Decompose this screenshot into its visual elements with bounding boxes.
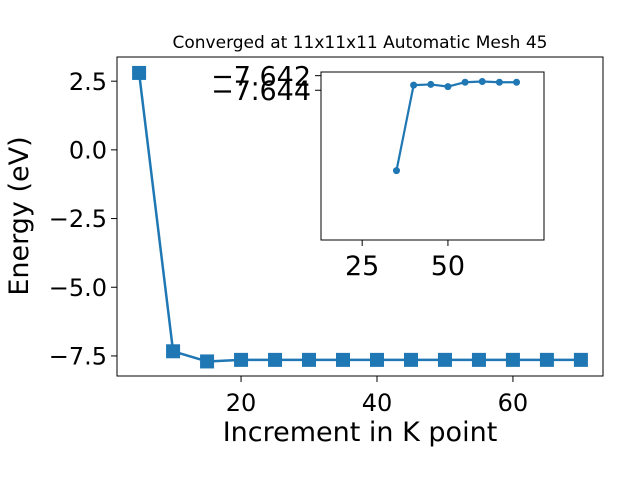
inset-data-point [495,78,503,86]
main-y-tick-label: −5.0 [49,274,107,302]
inset-x-tick-label: 50 [431,251,465,282]
main-series [132,65,588,369]
main-data-point [132,65,147,80]
inset-data-point [410,81,418,89]
chart-title: Converged at 11x11x11 Automatic Mesh 45 [173,33,548,53]
main-x-tick-label: 60 [498,389,529,417]
main-chart: Converged at 11x11x11 Automatic Mesh 45 … [4,33,604,448]
main-x-tick-label: 40 [362,389,393,417]
main-data-point [166,344,181,359]
main-data-point [200,354,215,369]
inset-data-point [461,78,469,86]
main-ticks: 20 40 60 2.5 0.0 −2.5 −5.0 −7.5 [49,68,528,417]
main-data-point [268,352,283,367]
inset-data-point [427,80,435,88]
inset-background [321,72,544,240]
inset-data-point [444,83,452,91]
main-data-point [234,352,249,367]
main-y-tick-label: −2.5 [49,205,107,233]
inset-data-point [478,77,486,85]
main-data-point [437,352,452,367]
inset-plot-frame [320,71,545,241]
inset-data-point [513,78,521,86]
inset-data-point [392,167,400,175]
main-data-point [539,352,554,367]
main-data-point [573,352,588,367]
main-data-point [369,352,384,367]
main-data-point [302,352,317,367]
inset-chart: 25 50 −7.644−7.642 [211,61,545,282]
inset-y-tick-label: −7.642 [211,61,311,92]
inset-y-tick-label: −7.644 [211,76,311,107]
x-axis-label: Increment in K point [223,417,498,448]
main-data-point [403,352,418,367]
main-x-tick-label: 20 [226,389,257,417]
inset-series [392,77,521,175]
main-data-point [336,352,351,367]
main-data-point [505,352,520,367]
y-axis-label: Energy (eV) [4,136,35,295]
main-y-tick-label: 0.0 [69,137,107,165]
main-data-point [471,352,486,367]
inset-ticks: 25 50 −7.644−7.642 [211,61,465,282]
main-plot-frame [116,56,604,377]
inset-x-tick-label: 25 [345,251,379,282]
main-y-tick-label: 2.5 [69,68,107,96]
main-y-tick-label: −7.5 [49,343,107,371]
